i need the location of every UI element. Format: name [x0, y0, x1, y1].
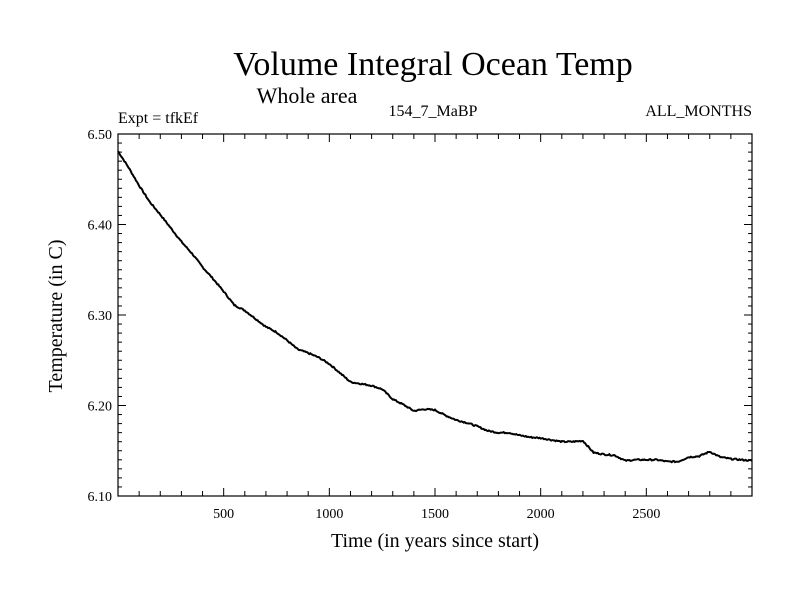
- x-axis-label: Time (in years since start): [331, 530, 539, 552]
- period-label: ALL_MONTHS: [645, 103, 752, 120]
- tick-labels: 500 1000 1500 2000 2500 6.10 6.20 6.30 6.40 6.50: [88, 128, 661, 522]
- y-axis-label: Temperature (in C): [45, 240, 67, 393]
- x-tick-label: 1000: [315, 507, 343, 522]
- temperature-series-line: [117, 150, 753, 464]
- y-tick-label: 6.10: [88, 490, 113, 505]
- x-tick-label: 500: [213, 507, 234, 522]
- y-tick-label: 6.20: [88, 400, 113, 415]
- x-tick-label: 2000: [527, 507, 555, 522]
- chart-subtitle: Whole area: [257, 83, 358, 108]
- y-tick-label: 6.50: [88, 128, 113, 143]
- x-tick-label: 2500: [632, 507, 660, 522]
- x-tick-label: 1500: [421, 507, 449, 522]
- experiment-label: Expt = tfkEf: [118, 110, 199, 127]
- axis-ticks: [118, 134, 752, 496]
- y-tick-label: 6.30: [88, 309, 113, 324]
- y-tick-label: 6.40: [88, 219, 113, 234]
- plot-frame: [117, 133, 753, 497]
- run-label: 154_7_MaBP: [389, 103, 478, 120]
- chart-title: Volume Integral Ocean Temp: [233, 46, 633, 83]
